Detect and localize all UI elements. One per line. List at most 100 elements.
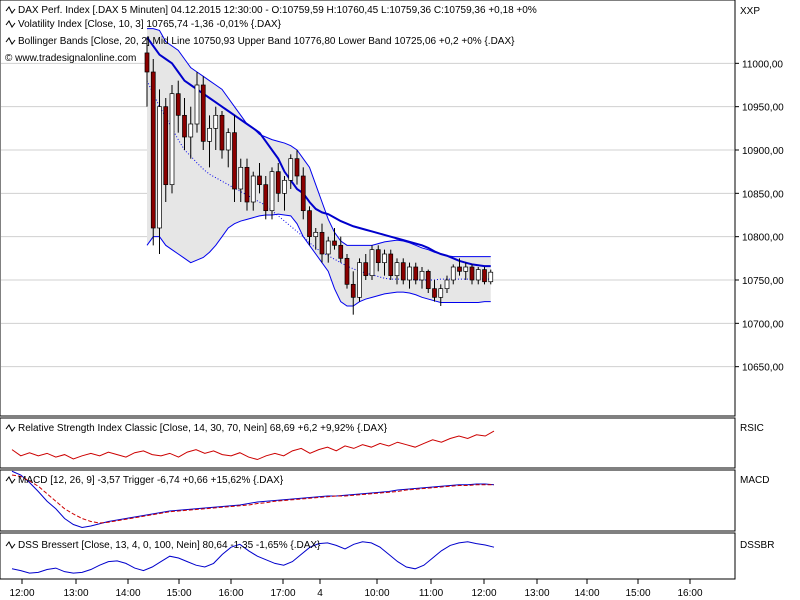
x-tick-label: 4	[317, 588, 323, 599]
series-glyph-icon	[5, 20, 16, 28]
rsi-panel-label: RSIC	[740, 423, 764, 434]
candle-body	[413, 266, 419, 281]
candle-body	[238, 166, 244, 190]
series-glyph-icon	[5, 424, 16, 432]
candle-body	[444, 279, 450, 290]
candle-body	[457, 266, 462, 272]
copyright-text: © www.tradesignalonline.com	[5, 53, 136, 64]
main-panel-label: XXP	[740, 6, 760, 17]
x-tick-label: 13:00	[524, 588, 549, 599]
candle-body	[288, 158, 294, 181]
x-tick-label: 16:00	[218, 588, 243, 599]
candle-body	[194, 84, 200, 125]
candle-body	[294, 158, 300, 177]
candle-body	[382, 253, 387, 264]
candle-body	[144, 52, 150, 73]
candle-body	[275, 171, 281, 194]
candle-body	[463, 266, 469, 272]
volatility-legend: Volatility Index [Close, 10, 3] 10765,74…	[18, 19, 282, 30]
x-tick-label: 11:00	[419, 588, 444, 599]
candle-body	[157, 106, 162, 229]
macd-panel	[0, 469, 736, 532]
macd-panel-label: MACD	[740, 475, 769, 486]
macd-legend: MACD [12, 26, 9] -3,57 Trigger -6,74 +0,…	[18, 475, 284, 486]
candle-body	[207, 127, 212, 142]
x-tick-label: 17:00	[270, 588, 295, 599]
candle-body	[350, 283, 356, 298]
series-glyph-icon	[5, 476, 16, 484]
dss-panel	[0, 532, 736, 580]
bollinger-band-area	[147, 28, 491, 307]
candle-body	[369, 249, 375, 277]
y-tick-label: 10700,00	[742, 319, 784, 330]
candle-body	[375, 249, 381, 264]
candle-body	[475, 269, 481, 281]
dss-panel-label: DSSBR	[740, 540, 774, 551]
x-tick-label: 12:00	[9, 588, 34, 599]
bollinger-lower-line	[146, 213, 491, 307]
candle-body	[244, 166, 250, 203]
x-axis-ticks: 12:00 13:00 14:00 15:00 16:00 17:00 4 10:00 11:0…	[9, 579, 703, 599]
y-axis-ticks: 11000,00 10950,00 10900,00 10850,00 10800,00…	[735, 59, 784, 374]
main-panel	[0, 0, 736, 417]
candle-body	[269, 171, 275, 212]
candle-body	[332, 240, 337, 246]
candle-body	[175, 93, 181, 116]
x-tick-label: 16:00	[677, 588, 702, 599]
main-series-legend: DAX Perf. Index [.DAX 5 Minuten] 04.12.2…	[18, 5, 537, 16]
candle-body	[388, 253, 394, 277]
indicator-lines	[5, 6, 495, 574]
candle-body	[325, 240, 331, 255]
candle-body	[150, 71, 156, 229]
x-tick-label: 13:00	[63, 588, 88, 599]
candle-body	[357, 262, 362, 298]
candle-body	[400, 262, 406, 281]
candle-body	[338, 244, 344, 259]
bollinger-legend: Bollinger Bands [Close, 20, 2] Mid Line …	[18, 36, 515, 47]
rsi-legend: Relative Strength Index Classic [Close, …	[18, 423, 388, 434]
candle-body	[482, 269, 487, 283]
candle-body	[344, 257, 350, 285]
rsi-line	[11, 430, 495, 461]
candle-body	[182, 114, 187, 138]
x-tick-label: 15:00	[166, 588, 191, 599]
candle-body	[250, 175, 256, 203]
x-tick-label: 15:00	[625, 588, 650, 599]
candle-body	[300, 175, 306, 212]
candle-body	[307, 210, 312, 238]
x-tick-label: 14:00	[115, 588, 140, 599]
y-tick-label: 10950,00	[742, 103, 784, 114]
bollinger-band-fill	[147, 28, 491, 307]
candle-body	[257, 175, 262, 186]
candle-body	[432, 288, 437, 298]
macd-line	[11, 470, 495, 529]
candlesticks	[144, 37, 494, 315]
series-glyph-icon	[5, 37, 16, 45]
header-legend: DAX Perf. Index [.DAX 5 Minuten] 04.12.2…	[5, 5, 537, 551]
candle-body	[394, 262, 400, 277]
dss-line	[11, 541, 495, 574]
candle-body	[407, 266, 412, 281]
candle-body	[438, 288, 444, 298]
y-tick-label: 10750,00	[742, 276, 784, 287]
y-tick-label: 10650,00	[742, 363, 784, 374]
candle-body	[319, 231, 325, 255]
candle-body	[469, 266, 475, 281]
y-tick-label: 11000,00	[742, 59, 783, 70]
candle-body	[282, 179, 287, 194]
candle-body	[488, 271, 494, 283]
candle-body	[425, 270, 431, 290]
candle-body	[188, 123, 194, 138]
candle-body	[232, 132, 237, 190]
y-tick-label: 10800,00	[742, 233, 784, 244]
series-glyph-icon	[5, 541, 16, 549]
candle-body	[419, 270, 425, 281]
candle-body	[363, 262, 369, 277]
candle-body	[450, 266, 456, 281]
rsi-panel	[0, 417, 736, 469]
candle-body	[225, 132, 231, 151]
candle-body	[200, 84, 206, 142]
x-tick-label: 10:00	[364, 588, 389, 599]
candle-body	[169, 93, 175, 186]
